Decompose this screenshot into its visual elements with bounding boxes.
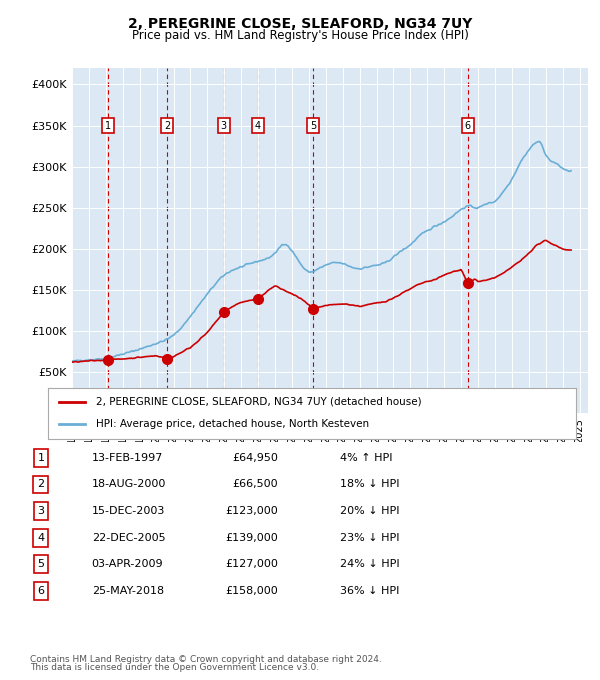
Text: 4: 4 [37, 532, 44, 543]
Text: 5: 5 [310, 120, 316, 131]
Text: £158,000: £158,000 [225, 586, 278, 596]
Text: 6: 6 [465, 120, 471, 131]
Text: £139,000: £139,000 [225, 532, 278, 543]
Text: 3: 3 [221, 120, 227, 131]
Text: 1: 1 [105, 120, 111, 131]
Text: 3: 3 [37, 506, 44, 516]
Text: 18-AUG-2000: 18-AUG-2000 [92, 479, 166, 490]
Text: 5: 5 [37, 559, 44, 569]
Text: 2, PEREGRINE CLOSE, SLEAFORD, NG34 7UY: 2, PEREGRINE CLOSE, SLEAFORD, NG34 7UY [128, 17, 472, 31]
Text: £64,950: £64,950 [232, 453, 278, 463]
Text: 18% ↓ HPI: 18% ↓ HPI [340, 479, 400, 490]
Text: 03-APR-2009: 03-APR-2009 [92, 559, 163, 569]
Text: 22-DEC-2005: 22-DEC-2005 [92, 532, 166, 543]
Text: 4% ↑ HPI: 4% ↑ HPI [340, 453, 392, 463]
Text: This data is licensed under the Open Government Licence v3.0.: This data is licensed under the Open Gov… [30, 663, 319, 672]
Text: 23% ↓ HPI: 23% ↓ HPI [340, 532, 400, 543]
Text: 2: 2 [164, 120, 170, 131]
Text: £66,500: £66,500 [232, 479, 278, 490]
Text: 20% ↓ HPI: 20% ↓ HPI [340, 506, 400, 516]
Text: 4: 4 [254, 120, 261, 131]
Text: £127,000: £127,000 [225, 559, 278, 569]
Text: £123,000: £123,000 [225, 506, 278, 516]
Text: 24% ↓ HPI: 24% ↓ HPI [340, 559, 400, 569]
Text: 6: 6 [37, 586, 44, 596]
Text: 2: 2 [37, 479, 44, 490]
Text: 2, PEREGRINE CLOSE, SLEAFORD, NG34 7UY (detached house): 2, PEREGRINE CLOSE, SLEAFORD, NG34 7UY (… [95, 397, 421, 407]
Text: 25-MAY-2018: 25-MAY-2018 [92, 586, 164, 596]
Text: 1: 1 [37, 453, 44, 463]
Text: HPI: Average price, detached house, North Kesteven: HPI: Average price, detached house, Nort… [95, 420, 368, 429]
Text: 15-DEC-2003: 15-DEC-2003 [92, 506, 165, 516]
Text: 36% ↓ HPI: 36% ↓ HPI [340, 586, 399, 596]
Text: Price paid vs. HM Land Registry's House Price Index (HPI): Price paid vs. HM Land Registry's House … [131, 29, 469, 42]
Text: Contains HM Land Registry data © Crown copyright and database right 2024.: Contains HM Land Registry data © Crown c… [30, 655, 382, 664]
Text: 13-FEB-1997: 13-FEB-1997 [92, 453, 163, 463]
